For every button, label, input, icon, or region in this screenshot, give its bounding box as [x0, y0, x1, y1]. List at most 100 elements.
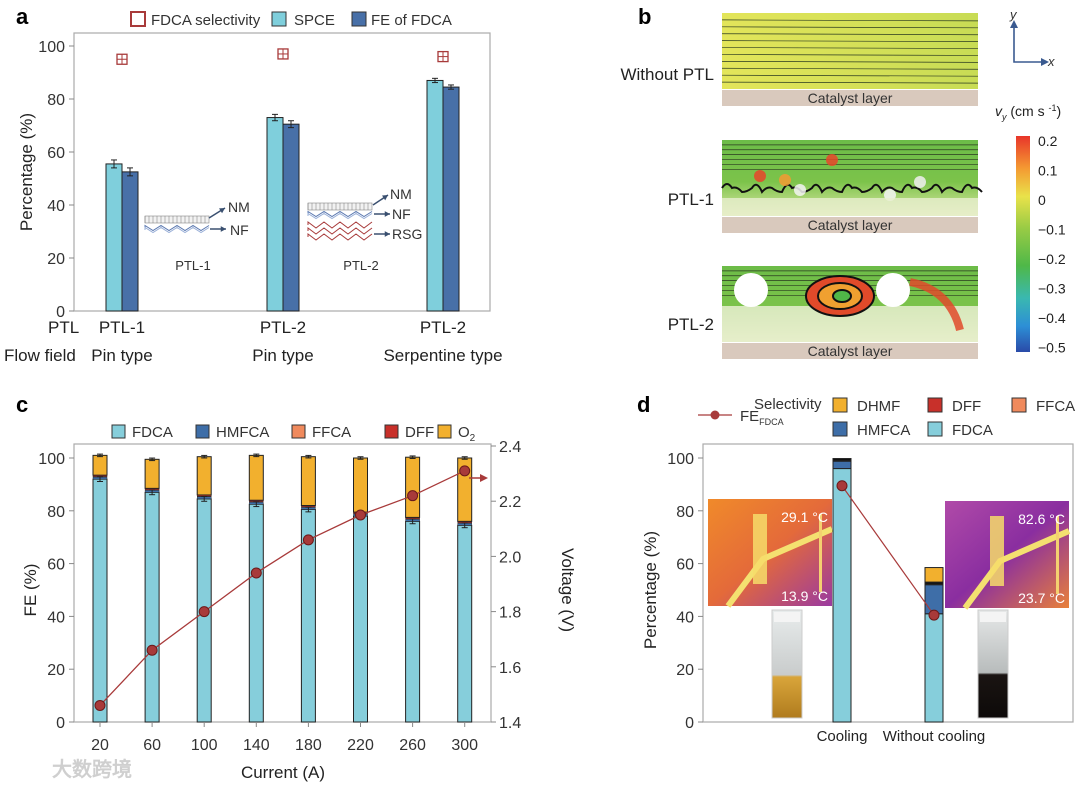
x-tick-label: 300 — [451, 737, 478, 754]
streamline — [721, 26, 979, 29]
y-tick-label: 20 — [47, 251, 65, 268]
y-tick-label: 40 — [47, 198, 65, 215]
arrow-head — [219, 208, 225, 214]
y-tick-label: 0 — [685, 715, 694, 732]
panel-letter: c — [16, 392, 28, 417]
vortex-core — [832, 289, 852, 303]
colorbar-title: vy (cm s -1) — [995, 103, 1061, 122]
rsg-layer — [307, 233, 373, 241]
x-axis-label: Current (A) — [241, 763, 325, 782]
y-tick-label: 80 — [47, 504, 65, 521]
y-tick-label: 100 — [667, 451, 694, 468]
streamline — [721, 47, 979, 49]
bar-fdca — [924, 613, 944, 723]
inset-label-nm: NM — [390, 186, 412, 202]
axes-arrowheads — [1010, 20, 1049, 66]
vortex — [909, 278, 964, 332]
pillar — [734, 273, 768, 307]
bar-fdca — [144, 491, 160, 723]
row-label-ptl: PTL — [48, 318, 79, 337]
rsg-layer — [307, 227, 373, 235]
velocity-spot — [914, 176, 926, 188]
bar-dhmf — [924, 567, 944, 583]
streamline — [721, 33, 979, 36]
streamline — [721, 67, 979, 70]
bar-fe-fdca — [121, 171, 139, 312]
thermal-image: 82.6 °C 23.7 °C — [945, 501, 1071, 610]
thermal-background — [945, 501, 1069, 608]
colorbar — [1016, 136, 1030, 352]
bar-fe-fdca — [282, 123, 300, 312]
catalyst-layer-label: Catalyst layer — [808, 217, 893, 233]
axis-y-label: y — [1009, 7, 1018, 22]
voltage-point — [198, 606, 210, 618]
arrow-head — [382, 195, 388, 201]
streamline — [721, 19, 979, 22]
colorbar-tick-label: 0.2 — [1038, 133, 1058, 149]
y-tick-label: 80 — [676, 504, 694, 521]
category-ptl-label: PTL-2 — [260, 318, 306, 337]
velocity-spot — [779, 174, 791, 186]
bar-fe-fdca — [442, 86, 460, 312]
y-tick-label: 0 — [56, 304, 65, 321]
y-tick-label: 60 — [676, 557, 694, 574]
velocity-spot — [826, 154, 838, 166]
catalyst-layer — [722, 217, 978, 233]
y-tick-label: 100 — [38, 451, 65, 468]
thermal-scale — [819, 514, 822, 592]
row-label: PTL-1 — [668, 190, 714, 209]
x-tick-label: 220 — [347, 737, 374, 754]
y-tick-label: 20 — [676, 662, 694, 679]
bar-spce — [105, 163, 123, 312]
bar-dff — [832, 458, 852, 462]
y2-tick-label: 1.6 — [499, 660, 521, 677]
porous-region — [722, 198, 978, 216]
thermal-max-temp: 82.6 °C — [1018, 511, 1065, 527]
category-flow-label: Pin type — [91, 346, 152, 365]
y-tick-label: 60 — [47, 145, 65, 162]
velocity-map — [722, 13, 978, 89]
nf-layer — [144, 224, 210, 232]
colorbar-tick-label: 0.1 — [1038, 163, 1058, 179]
legend-label: FFCA — [312, 424, 351, 441]
nm-layer — [307, 202, 373, 211]
bar-fdca — [353, 515, 368, 723]
bar-o2 — [92, 454, 108, 476]
legend-label: FDCA selectivity — [151, 12, 261, 29]
watermark: 大数跨境 — [52, 757, 132, 781]
x-tick-label: 140 — [243, 737, 270, 754]
vial-cap — [980, 612, 1006, 622]
legend-label: O2 — [458, 424, 476, 444]
nf-layer — [144, 226, 210, 234]
row-label: Without PTL — [620, 65, 714, 84]
legend-swatch — [832, 421, 848, 437]
legend-label: FFCA — [1036, 398, 1075, 415]
axis-x-label: x — [1047, 54, 1055, 69]
legend-label: HMFCA — [857, 422, 910, 439]
flow-field-map — [721, 13, 979, 89]
inset-label-nf: NF — [392, 206, 411, 222]
bar-o2 — [196, 456, 212, 496]
legend-swatch-fe — [351, 11, 367, 27]
legend-swatch — [195, 424, 210, 439]
x-tick-label: 100 — [191, 737, 218, 754]
nf-layer — [307, 210, 373, 218]
x-category-label: Without cooling — [883, 728, 986, 745]
inset-label-nm: NM — [228, 199, 250, 215]
bar-hmfca — [832, 460, 852, 470]
streamline — [721, 61, 979, 63]
bar-o2 — [405, 456, 421, 518]
y2-axis-label: Voltage (V) — [558, 548, 577, 632]
thermal-background — [708, 499, 832, 606]
legend-swatch — [437, 424, 452, 439]
bar-fdca — [457, 524, 473, 723]
vial-photo — [977, 609, 1009, 719]
y-tick-label: 60 — [47, 557, 65, 574]
colorbar-tick-label: −0.3 — [1038, 281, 1066, 297]
catalyst-layer-label: Catalyst layer — [808, 90, 893, 106]
category-ptl-label: PTL-1 — [99, 318, 145, 337]
voltage-point — [250, 567, 262, 579]
thermal-hot-cell — [990, 516, 1004, 586]
y-tick-label: 20 — [47, 662, 65, 679]
